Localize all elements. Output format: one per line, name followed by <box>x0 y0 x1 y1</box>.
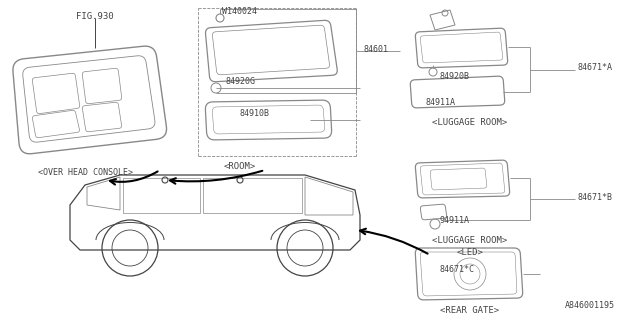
Text: FIG.930: FIG.930 <box>76 12 114 21</box>
Text: 84911A: 84911A <box>425 98 455 107</box>
Text: 94911A: 94911A <box>440 216 470 225</box>
Text: 84920G: 84920G <box>225 77 255 86</box>
Text: <LUGGAGE ROOM>: <LUGGAGE ROOM> <box>433 236 508 245</box>
Text: 84601: 84601 <box>363 44 388 53</box>
Text: 84671*B: 84671*B <box>577 193 612 202</box>
Text: 84671*A: 84671*A <box>577 63 612 73</box>
Text: <OVER HEAD CONSOLE>: <OVER HEAD CONSOLE> <box>38 168 132 177</box>
Text: <ROOM>: <ROOM> <box>224 162 256 171</box>
Text: W140024: W140024 <box>222 7 257 16</box>
Text: A846001195: A846001195 <box>565 301 615 310</box>
Text: <LUGGAGE ROOM>: <LUGGAGE ROOM> <box>433 118 508 127</box>
Text: <LED>: <LED> <box>456 248 483 257</box>
Text: <REAR GATE>: <REAR GATE> <box>440 306 500 315</box>
Text: 84910B: 84910B <box>240 109 270 118</box>
Text: 84671*C: 84671*C <box>440 266 475 275</box>
Text: 84920B: 84920B <box>440 72 470 81</box>
